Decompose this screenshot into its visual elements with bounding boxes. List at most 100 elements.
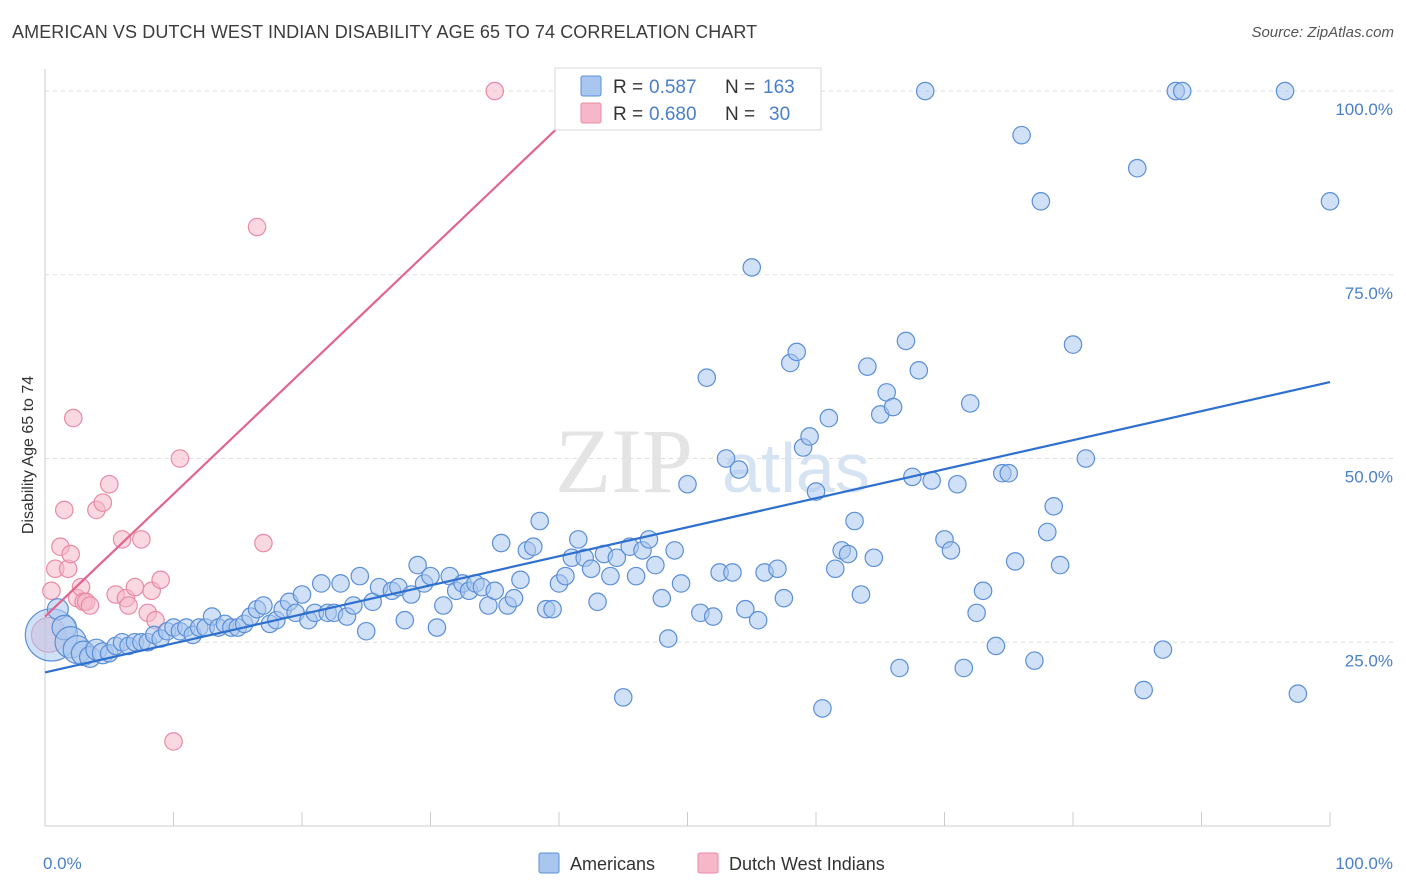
americans-point-108 [748, 610, 768, 630]
americans-point-81 [568, 530, 588, 549]
americans-point-95 [658, 629, 678, 648]
series-legend-swatch-dutch [697, 852, 719, 874]
americans-point-122 [845, 511, 864, 531]
dutch-point-28 [247, 217, 267, 237]
correlation-legend: R = 0.587 N = 163 R = 0.680 N = 30 [554, 67, 822, 131]
series-legend-americans: Americans [570, 854, 655, 874]
americans-point-115 [800, 427, 819, 446]
americans-point-158 [1275, 81, 1295, 101]
legend-n-value-americans: 163 [763, 77, 795, 98]
americans-point-137 [954, 658, 974, 678]
dutch-point-14 [93, 493, 113, 512]
dutch-point-25 [151, 570, 170, 590]
americans-point-136 [948, 474, 967, 494]
americans-point-90 [626, 566, 646, 586]
y-tick-label-1: 50.0% [1345, 468, 1393, 487]
americans-point-160 [1320, 191, 1340, 211]
tick-labels: 25.0% 50.0% 75.0% 100.0% 0.0% 100.0% [43, 100, 1393, 873]
americans-point-48 [350, 566, 370, 586]
dutch-point-1 [42, 581, 61, 601]
y-tick-label-2: 75.0% [1345, 284, 1393, 303]
americans-point-110 [768, 559, 787, 579]
americans-point-96 [665, 541, 684, 560]
americans-point-79 [556, 566, 575, 586]
series-legend: Americans Dutch West Indians [538, 852, 885, 874]
americans-point-83 [581, 559, 601, 579]
dutch-point-6 [61, 544, 80, 564]
x-tick-label-0: 0.0% [43, 854, 82, 873]
americans-point-84 [588, 592, 607, 612]
americans-point-60 [434, 596, 453, 615]
series-legend-swatch-americans [538, 852, 560, 874]
americans-points [24, 81, 1340, 718]
legend-r-value-americans: 0.587 [649, 77, 697, 98]
dutch-point-7 [63, 408, 83, 428]
y-tick-label-3: 100.0% [1335, 100, 1393, 119]
americans-point-146 [1025, 651, 1044, 670]
americans-point-132 [909, 361, 929, 380]
americans-point-154 [1134, 680, 1153, 700]
americans-point-150 [1050, 555, 1070, 575]
legend-swatch-dutch [580, 102, 602, 124]
dutch-point-29 [254, 533, 273, 553]
dutch-point-12 [80, 596, 100, 615]
americans-point-159 [1288, 684, 1308, 704]
americans-point-49 [356, 621, 376, 641]
americans-point-58 [421, 566, 440, 586]
americans-point-88 [613, 688, 633, 707]
americans-point-152 [1076, 449, 1096, 468]
americans-point-72 [511, 570, 530, 590]
americans-point-113 [787, 342, 807, 362]
americans-point-86 [601, 566, 620, 586]
americans-point-145 [1012, 125, 1031, 145]
dutch-point-20 [125, 577, 145, 597]
americans-point-68 [485, 581, 505, 601]
americans-point-77 [543, 599, 562, 619]
americans-point-138 [960, 394, 980, 413]
dutch-point-27 [170, 449, 190, 468]
dutch-point-19 [119, 596, 138, 615]
series-legend-dutch: Dutch West Indians [729, 854, 885, 874]
americans-point-33 [254, 596, 273, 615]
americans-point-93 [646, 555, 665, 575]
legend-r-label-dutch: R = [613, 104, 643, 125]
americans-point-104 [723, 563, 742, 582]
americans-point-129 [890, 658, 909, 678]
legend-n-label-dutch: N = [725, 104, 755, 125]
dutch-point-30 [485, 81, 505, 101]
americans-point-71 [504, 588, 524, 608]
americans-point-47 [344, 596, 363, 615]
americans-point-161 [915, 81, 935, 101]
americans-point-143 [999, 463, 1019, 483]
americans-point-141 [986, 636, 1006, 656]
americans-point-155 [1153, 640, 1173, 659]
americans-point-135 [941, 541, 961, 560]
americans-point-139 [967, 603, 986, 623]
legend-n-value-dutch: 30 [769, 104, 790, 125]
dutch-point-15 [99, 474, 119, 494]
americans-point-157 [1172, 81, 1192, 101]
americans-point-75 [530, 511, 550, 531]
americans-point-118 [819, 408, 839, 428]
americans-point-124 [858, 357, 877, 376]
americans-point-140 [973, 581, 993, 601]
americans-point-42 [311, 574, 331, 593]
americans-point-125 [864, 548, 884, 568]
americans-point-123 [851, 585, 871, 604]
americans-trend-line [44, 381, 1331, 674]
legend-r-label-americans: R = [613, 77, 643, 98]
americans-point-151 [1063, 335, 1083, 354]
americans-point-128 [883, 397, 903, 417]
americans-point-54 [395, 610, 415, 630]
americans-point-100 [697, 368, 717, 387]
y-axis-title: Disability Age 65 to 74 [20, 376, 37, 534]
americans-point-105 [729, 460, 749, 479]
legend-n-label-americans: N = [725, 77, 755, 98]
x-tick-label-1: 100.0% [1335, 854, 1393, 873]
americans-point-121 [838, 544, 858, 564]
dutch-point-4 [54, 500, 74, 520]
dutch-point-17 [112, 530, 132, 549]
americans-point-119 [825, 559, 845, 579]
americans-point-144 [1005, 552, 1025, 571]
